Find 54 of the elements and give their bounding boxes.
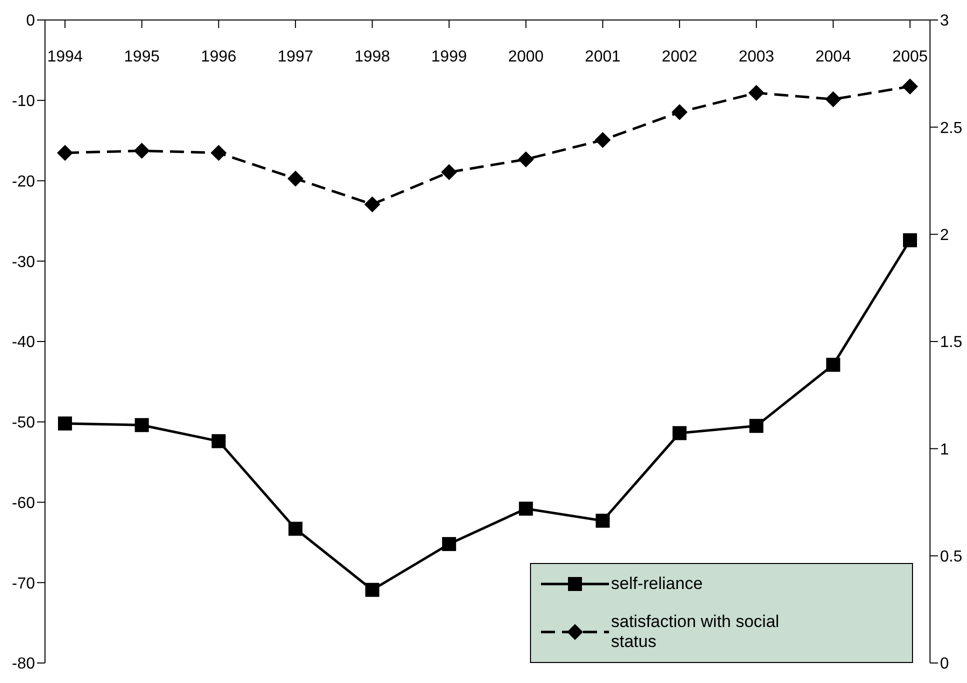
y2-tick-label: 0.5 [940,548,962,566]
point [903,233,917,248]
point [825,91,842,108]
point [364,196,380,212]
point [594,132,611,148]
point [134,418,149,432]
point [442,537,456,552]
legend-label: self-reliance [611,574,704,594]
point [210,144,227,161]
x-tick-label: 2001 [584,48,621,66]
point [287,170,304,187]
legend-label: satisfaction with social status [611,612,780,652]
point [518,151,534,168]
point [57,144,73,161]
point [672,104,688,120]
x-tick-label: 2003 [738,48,774,66]
x-tick-label: 1994 [47,48,83,66]
y-tick-label: 0 [26,12,36,30]
y2-tick-label: 3 [940,12,949,30]
point [212,434,226,448]
y-tick-label: -50 [12,414,36,432]
point [748,84,764,101]
y-tick-label: -80 [12,656,36,673]
point [902,78,918,94]
point [518,502,533,516]
x-tick-label: 2000 [508,48,544,66]
y-tick-label: -60 [12,494,36,512]
x-tick-label: 1999 [431,48,467,66]
point [441,164,458,180]
y-tick-label: -70 [12,575,36,592]
x-tick-label: 2002 [662,48,698,66]
y2-tick-label: 1.5 [940,334,962,352]
y2-tick-label: 0 [940,656,949,673]
point [749,418,764,433]
x-tick-label: 1998 [354,48,390,66]
y2-tick-label: 1 [940,441,949,458]
y2-tick-label: 2.5 [940,120,962,137]
x-tick-label: 1995 [124,48,160,66]
y-tick-label: -20 [12,173,36,190]
x-tick-label: 1997 [278,48,314,66]
x-tick-label: 2004 [815,48,852,66]
point [365,582,380,597]
y-tick-label: -30 [12,254,36,271]
point [826,358,840,372]
point [672,426,687,440]
x-tick-label: 1996 [200,48,237,66]
point [288,522,302,536]
y-tick-label: -40 [12,334,36,352]
y-tick-label: -10 [12,93,36,110]
point [58,416,72,430]
y2-tick-label: 2 [940,227,949,244]
point [596,514,610,528]
point [134,142,150,159]
x-tick-label: 2005 [892,48,928,66]
